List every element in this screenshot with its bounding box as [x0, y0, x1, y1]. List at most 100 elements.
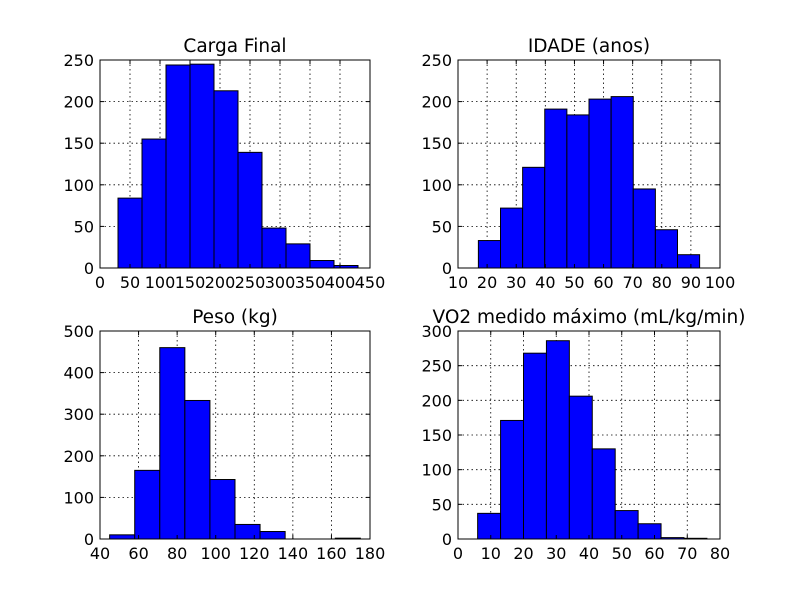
histogram-bar	[544, 108, 568, 269]
y-tick-label: 300	[63, 405, 94, 424]
histogram-bar	[522, 166, 546, 269]
y-tick-label: 150	[421, 134, 452, 153]
x-tick-label: 70	[622, 273, 642, 292]
histogram-bar	[259, 531, 286, 540]
y-tick-label: 400	[63, 364, 94, 383]
x-tick-label: 40	[90, 544, 110, 563]
histogram-bar	[614, 510, 639, 540]
histogram-bar	[213, 90, 239, 269]
histogram-bar	[141, 138, 167, 269]
x-tick-label: 30	[506, 273, 526, 292]
x-tick-label: 40	[579, 544, 599, 563]
x-tick-label: 10	[448, 273, 468, 292]
histogram-bar	[676, 254, 701, 269]
x-tick-label: 140	[278, 544, 309, 563]
y-tick-label: 50	[432, 495, 452, 514]
x-tick-label: 100	[705, 273, 736, 292]
y-tick-label: 250	[421, 51, 452, 70]
x-tick-label: 300	[265, 273, 296, 292]
histogram-bar	[117, 197, 143, 269]
x-tick-label: 150	[175, 273, 206, 292]
subplot-1: 0 50 100 150 200 250 300 350 400 4500501001502002…	[63, 36, 385, 292]
histogram-bar	[637, 523, 662, 540]
x-tick-label: 100	[145, 273, 176, 292]
x-tick-label: 80	[167, 544, 187, 563]
x-tick-label: 10	[481, 544, 501, 563]
histogram-bar	[109, 534, 136, 540]
histogram-bar	[477, 512, 502, 540]
y-tick-label: 200	[421, 391, 452, 410]
histogram-bar	[159, 347, 186, 540]
y-tick-label: 250	[63, 51, 94, 70]
x-tick-label: 70	[677, 544, 697, 563]
histogram-bar	[309, 260, 335, 269]
y-tick-label: 0	[84, 259, 94, 278]
axes-frame	[99, 330, 371, 540]
axes-frame	[457, 59, 721, 269]
x-tick-label: 350	[295, 273, 326, 292]
x-tick-label: 450	[355, 273, 386, 292]
y-tick-label: 100	[421, 461, 452, 480]
y-tick-label: 250	[421, 357, 452, 376]
x-tick-label: 20	[477, 273, 497, 292]
x-tick-label: 0	[95, 273, 105, 292]
histogram-bar	[285, 243, 311, 269]
histogram-bar	[500, 207, 524, 269]
x-tick-label: 250	[235, 273, 266, 292]
subplot-3: 40 60 80 100 120 140 160 180 0 100 200 300 400 500 Pes…	[63, 307, 385, 563]
histogram-bar	[237, 151, 263, 269]
y-tick-label: 200	[421, 93, 452, 112]
histogram-bar	[209, 479, 236, 540]
x-tick-label: 80	[652, 273, 672, 292]
y-tick-label: 200	[63, 447, 94, 466]
subplot-2: 10 20 30 40 50 60 70 80 90 100050100150200250IDAD…	[421, 36, 735, 292]
y-tick-label: 50	[432, 217, 452, 236]
x-tick-label: 50	[564, 273, 584, 292]
subplot-title: Carga Final	[183, 36, 286, 57]
x-tick-label: 80	[710, 544, 730, 563]
histogram-bar	[165, 64, 191, 269]
subplot-title: IDADE (anos)	[528, 36, 650, 57]
x-tick-label: 0	[453, 544, 463, 563]
y-tick-label: 200	[63, 93, 94, 112]
axes-frame	[99, 59, 371, 269]
x-tick-label: 400	[325, 273, 356, 292]
y-tick-label: 150	[421, 426, 452, 445]
histogram-bar	[568, 395, 593, 540]
x-tick-label: 60	[644, 544, 664, 563]
histogram-bar	[261, 227, 287, 269]
x-tick-label: 90	[681, 273, 701, 292]
subplot-title: Peso (kg)	[192, 307, 278, 328]
x-tick-label: 20	[513, 544, 533, 563]
y-tick-label: 100	[63, 176, 94, 195]
histogram-bar	[189, 63, 215, 269]
histogram-bar	[591, 448, 616, 540]
x-tick-label: 30	[546, 544, 566, 563]
y-tick-label: 300	[421, 322, 452, 341]
y-tick-label: 150	[63, 134, 94, 153]
histogram-bar	[588, 98, 612, 269]
y-tick-label: 0	[442, 259, 452, 278]
y-tick-label: 50	[74, 217, 94, 236]
x-tick-label: 60	[128, 544, 148, 563]
x-tick-label: 200	[205, 273, 236, 292]
x-tick-label: 100	[200, 544, 231, 563]
histogram-bar	[654, 229, 678, 269]
histogram-bar	[500, 419, 525, 540]
y-tick-label: 0	[442, 530, 452, 549]
histogram-bar	[134, 469, 161, 540]
histogram-bar	[610, 96, 634, 269]
histogram-bar	[523, 352, 547, 540]
x-tick-label: 120	[239, 544, 270, 563]
histogram-bar	[566, 114, 590, 269]
x-tick-label: 50	[120, 273, 140, 292]
y-tick-label: 0	[84, 530, 94, 549]
x-tick-label: 180	[355, 544, 386, 563]
x-tick-label: 50	[612, 544, 632, 563]
x-tick-label: 40	[535, 273, 555, 292]
x-tick-label: 160	[316, 544, 347, 563]
y-tick-label: 500	[63, 322, 94, 341]
histogram-bar	[184, 399, 211, 540]
